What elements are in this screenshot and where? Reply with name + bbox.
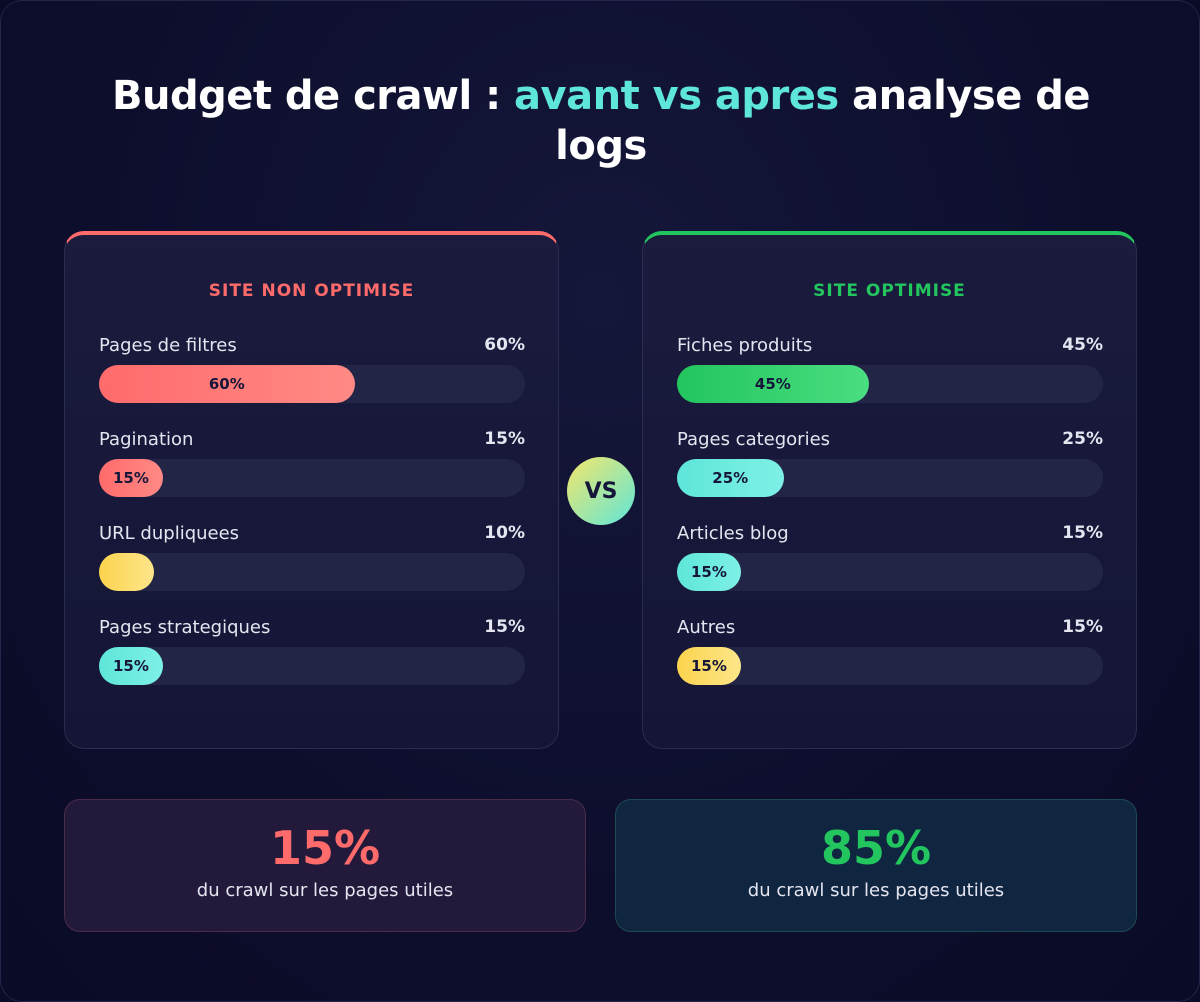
bar-value: 25% xyxy=(1062,429,1103,449)
bar-value: 15% xyxy=(1062,617,1103,637)
bar-label: Pages categories xyxy=(677,429,831,450)
bar-track: 15% xyxy=(677,647,1103,685)
bar-fill: 25% xyxy=(677,459,784,497)
bar-fill xyxy=(99,553,154,591)
stat-card-after: 85% du crawl sur les pages utiles xyxy=(615,799,1137,932)
bar-value: 10% xyxy=(484,523,525,543)
bar-fill: 15% xyxy=(99,459,163,497)
bar-fill: 15% xyxy=(99,647,163,685)
bar-fill: 60% xyxy=(99,365,355,403)
bar-fill: 45% xyxy=(677,365,869,403)
bar-label: URL dupliquees xyxy=(99,523,240,544)
card-non-optimized: SITE NON OPTIMISE Pages de filtres 60% 6… xyxy=(64,231,559,749)
bar-value: 15% xyxy=(484,429,525,449)
card-title: SITE NON OPTIMISE xyxy=(208,281,415,301)
vs-badge: VS xyxy=(567,457,635,525)
bar-fill: 15% xyxy=(677,647,741,685)
bar-value: 60% xyxy=(484,335,525,355)
bar-fill: 15% xyxy=(677,553,741,591)
bar-track: 15% xyxy=(677,553,1103,591)
bar-track: 60% xyxy=(99,365,525,403)
bar-track: 15% xyxy=(99,459,525,497)
stat-caption: du crawl sur les pages utiles xyxy=(196,880,454,901)
bar-label: Pagination xyxy=(99,429,194,450)
bar-value: 15% xyxy=(1062,523,1103,543)
bar-label: Pages de filtres xyxy=(99,335,237,356)
stat-value: 85% xyxy=(820,821,932,875)
bar-label: Articles blog xyxy=(677,523,789,544)
bar-label: Autres xyxy=(677,617,736,638)
title-part: analyse de logs xyxy=(555,73,1091,169)
bar-value: 45% xyxy=(1062,335,1103,355)
bar-track: 45% xyxy=(677,365,1103,403)
stat-caption: du crawl sur les pages utiles xyxy=(747,880,1005,901)
bar-label: Pages strategiques xyxy=(99,617,271,638)
bar-value: 15% xyxy=(484,617,525,637)
title-part: Budget de crawl : xyxy=(111,73,515,119)
bar-track: 25% xyxy=(677,459,1103,497)
card-title: SITE OPTIMISE xyxy=(813,281,966,301)
stat-card-before: 15% du crawl sur les pages utiles xyxy=(64,799,586,932)
bar-track: 15% xyxy=(99,647,525,685)
card-optimized: SITE OPTIMISE Fiches produits 45% 45% Pag… xyxy=(642,231,1137,749)
bar-track xyxy=(99,553,525,591)
page-title: Budget de crawl : avant vs apres analyse… xyxy=(81,71,1121,171)
bar-label: Fiches produits xyxy=(677,335,813,356)
title-highlight: avant vs apres xyxy=(514,73,839,119)
stat-value: 15% xyxy=(269,821,381,875)
